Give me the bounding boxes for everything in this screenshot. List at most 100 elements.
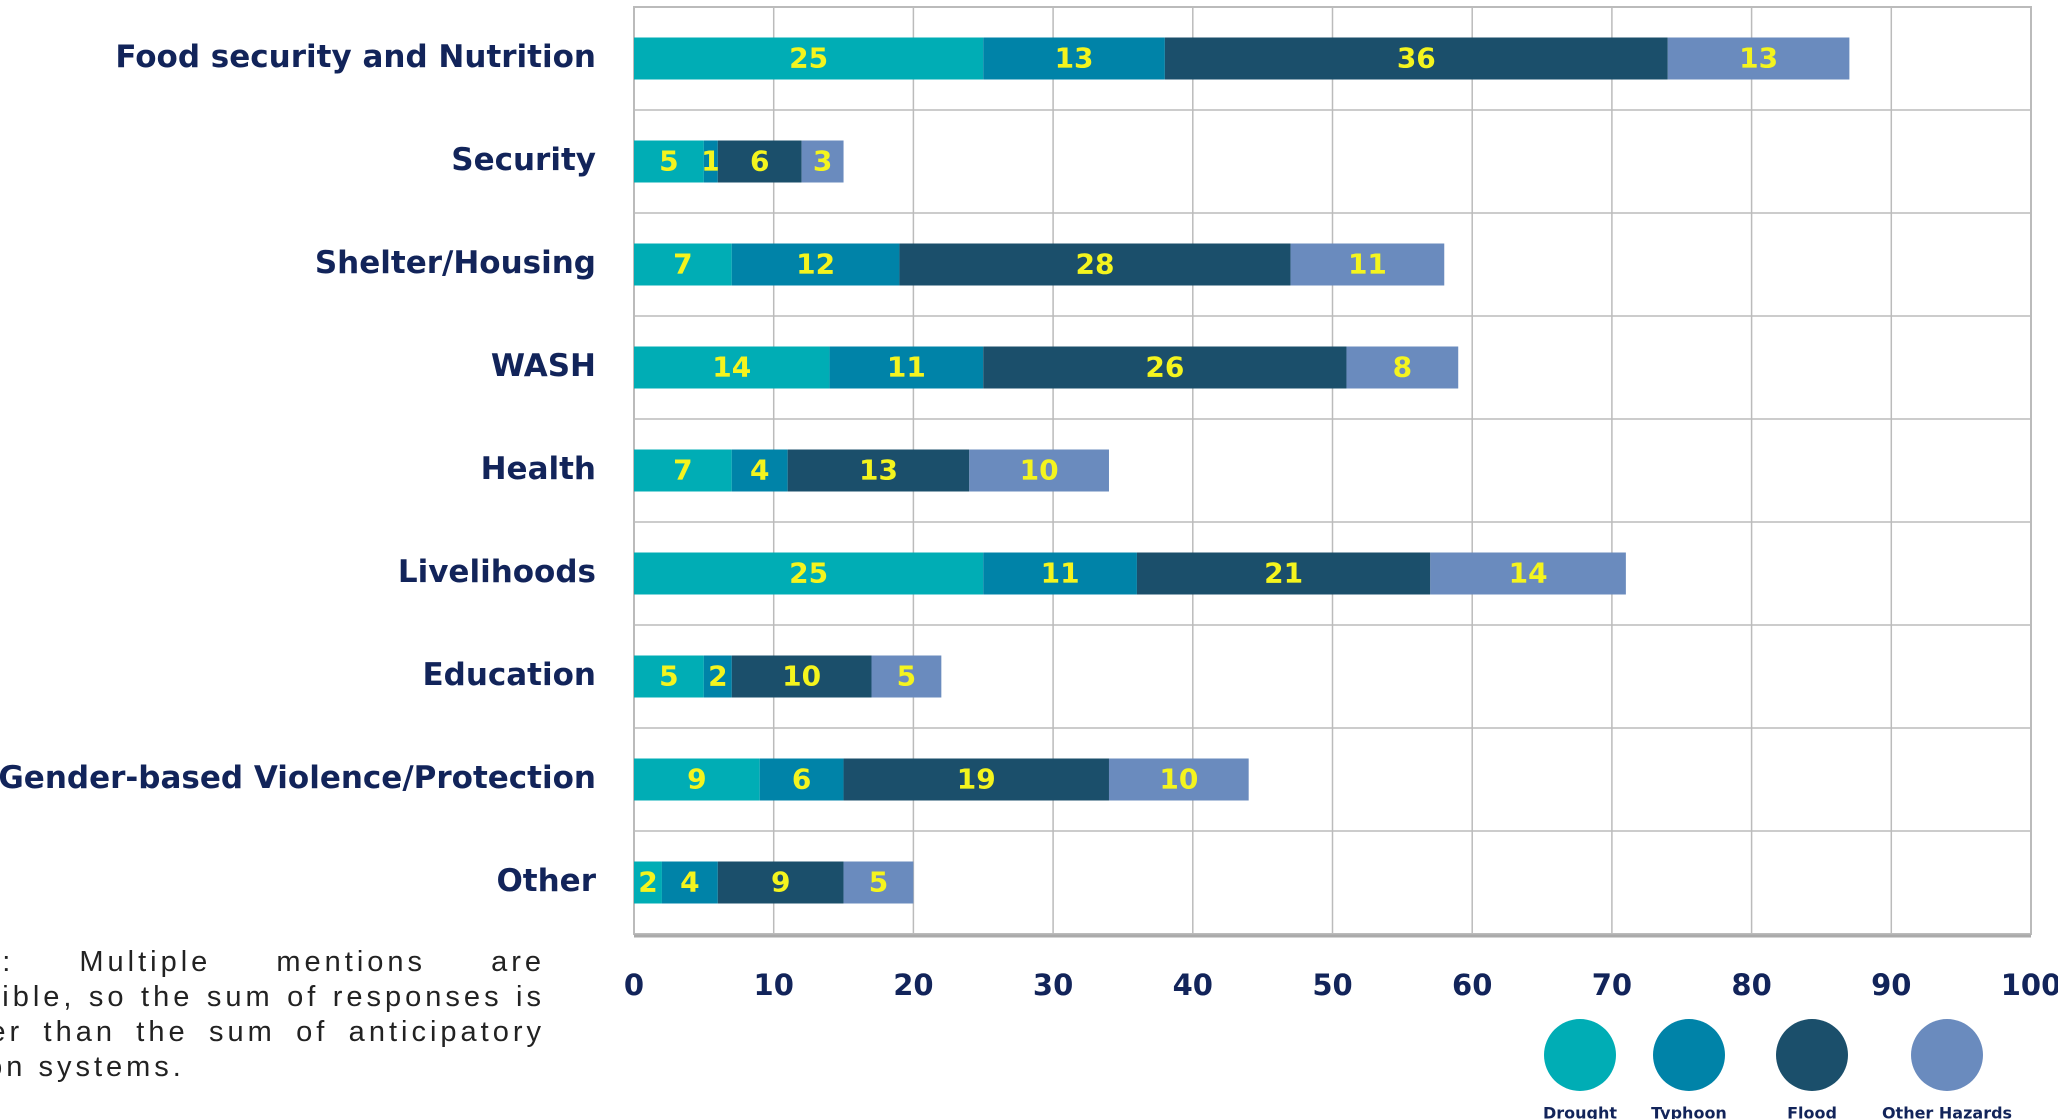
bar-segment — [661, 861, 718, 904]
data-label: 12 — [796, 248, 835, 281]
data-label: 13 — [1739, 42, 1778, 75]
x-tick-label: 0 — [624, 968, 644, 1002]
bar-segment — [634, 449, 732, 492]
data-label: 6 — [792, 763, 811, 796]
data-label: 7 — [673, 454, 692, 487]
x-tick-label: 40 — [1173, 968, 1213, 1002]
data-label: 4 — [680, 866, 699, 899]
category-label: Livelihoods — [398, 554, 596, 590]
data-label: 13 — [859, 454, 898, 487]
bar-segment — [634, 37, 984, 80]
legend-label: Other Hazards — [1882, 1104, 2012, 1119]
x-tick-label: 30 — [1033, 968, 1073, 1002]
legend-swatch — [1544, 1019, 1616, 1091]
x-tick-label: 60 — [1452, 968, 1492, 1002]
bar-segment — [787, 449, 970, 492]
legend-swatch — [1653, 1019, 1725, 1091]
data-label: 5 — [659, 660, 678, 693]
category-label: Shelter/Housing — [315, 245, 596, 281]
x-tick-label: 10 — [754, 968, 794, 1002]
bar-segment — [1290, 243, 1445, 286]
bar-segment — [634, 655, 704, 698]
data-label: 19 — [957, 763, 996, 796]
data-label: 9 — [771, 866, 790, 899]
bar-segment — [634, 861, 662, 904]
bar-segment — [1164, 37, 1668, 80]
bar-segment — [829, 346, 984, 389]
bar-segment — [759, 758, 844, 801]
data-label: 10 — [782, 660, 821, 693]
data-label: 3 — [813, 145, 832, 178]
bar-segment — [1346, 346, 1459, 389]
bar-segment — [634, 243, 732, 286]
bar-segment — [983, 552, 1137, 595]
bar-segment — [717, 140, 802, 183]
x-tick-label: 70 — [1592, 968, 1632, 1002]
data-label: 14 — [1509, 557, 1548, 590]
bar-segment — [634, 758, 760, 801]
data-label: 10 — [1159, 763, 1198, 796]
bar-segment — [871, 655, 942, 698]
data-label: 6 — [750, 145, 769, 178]
bar-segment — [983, 37, 1165, 80]
data-label: 14 — [712, 351, 751, 384]
data-label: 4 — [750, 454, 769, 487]
bar-segment — [1136, 552, 1431, 595]
bar-segment — [703, 140, 718, 183]
x-tick-label: 50 — [1312, 968, 1352, 1002]
data-label: 21 — [1264, 557, 1303, 590]
x-tick-label: 100 — [2001, 968, 2058, 1002]
legend-swatch — [1776, 1019, 1848, 1091]
category-label: Security — [451, 142, 596, 178]
bar-segment — [1430, 552, 1626, 595]
bar-segment — [634, 552, 984, 595]
bar-segment — [983, 346, 1347, 389]
data-label: 36 — [1397, 42, 1436, 75]
bar-segment — [843, 861, 914, 904]
bar-segment — [717, 861, 844, 904]
category-label: Other — [496, 863, 596, 899]
data-label: 2 — [638, 866, 657, 899]
category-label: Food security and Nutrition — [115, 39, 596, 75]
category-label: WASH — [491, 348, 596, 384]
data-label: 8 — [1393, 351, 1412, 384]
bar-segment — [843, 758, 1109, 801]
data-label: 5 — [869, 866, 888, 899]
bar-segment — [1667, 37, 1850, 80]
note: Note: Multiple mentions are possible, so… — [0, 946, 545, 1083]
legend-label: Typhoon — [1651, 1104, 1727, 1119]
category-label: Education — [422, 657, 596, 693]
data-label: 25 — [789, 42, 828, 75]
legend-swatch — [1911, 1019, 1983, 1091]
category-label: Health — [481, 451, 596, 487]
bar-segment — [1108, 758, 1249, 801]
x-tick-label: 80 — [1731, 968, 1771, 1002]
data-label: 13 — [1055, 42, 1094, 75]
bar-segment — [731, 449, 788, 492]
bar-segment — [634, 140, 704, 183]
data-label: 11 — [1348, 248, 1387, 281]
data-label: 11 — [1041, 557, 1080, 590]
data-label: 25 — [789, 557, 828, 590]
data-label: 28 — [1076, 248, 1115, 281]
data-label: 9 — [687, 763, 706, 796]
data-label: 2 — [708, 660, 727, 693]
bar-segment — [703, 655, 732, 698]
bar-segment — [634, 346, 830, 389]
data-label: 5 — [659, 145, 678, 178]
legend-label: Drought — [1543, 1104, 1617, 1119]
bar-segment — [899, 243, 1291, 286]
x-tick-label: 90 — [1871, 968, 1911, 1002]
legend-label: Flood — [1787, 1104, 1837, 1119]
data-label: 11 — [887, 351, 926, 384]
data-label: 5 — [897, 660, 916, 693]
bar-segment — [731, 655, 872, 698]
data-label: 26 — [1145, 351, 1184, 384]
data-label: 7 — [673, 248, 692, 281]
bar-segment — [969, 449, 1109, 492]
x-tick-label: 20 — [893, 968, 933, 1002]
data-label: 1 — [701, 145, 720, 178]
bar-segment — [731, 243, 900, 286]
data-label: 10 — [1020, 454, 1059, 487]
